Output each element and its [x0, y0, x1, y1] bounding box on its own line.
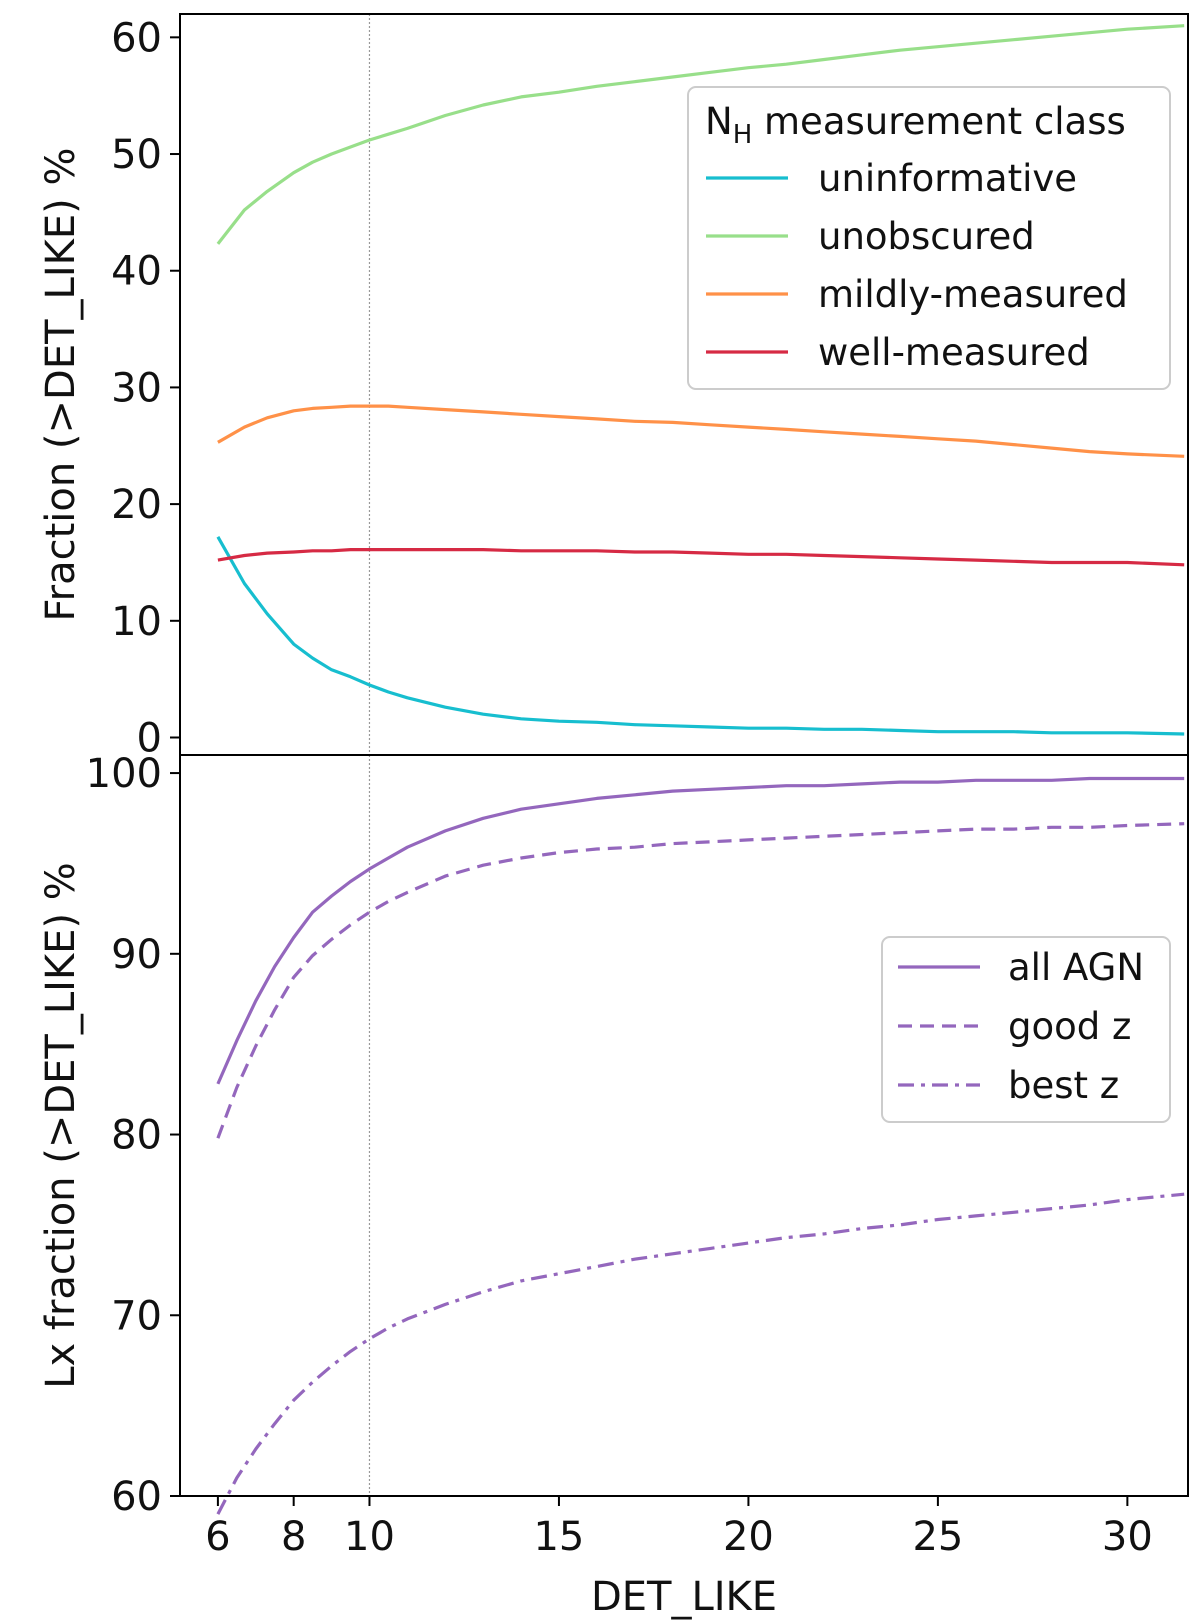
bottom-series-best-z: [216, 1192, 1185, 1515]
bottom-ytick-label: 70: [111, 1293, 162, 1339]
bottom-legend: all AGN good z best z: [881, 936, 1171, 1123]
bottom-ytick-label: 80: [111, 1113, 162, 1159]
bottom-legend-box: [881, 936, 1171, 1123]
bottom-xtick-label: 15: [533, 1514, 584, 1560]
bottom-legend-label-best-z: best z: [1008, 1064, 1119, 1107]
bottom-axes-frame: [179, 754, 1189, 1497]
bottom-series-all-agn: [216, 776, 1185, 1085]
bottom-ylabel: Lx fraction (>DET_LIKE) %: [38, 862, 84, 1389]
bottom-xlabel: DET_LIKE: [591, 1574, 777, 1620]
bottom-xtick-label: 8: [281, 1514, 306, 1560]
top-legend: NH measurement class uninformative unobscu…: [687, 86, 1171, 390]
top-ytick-label: 40: [111, 249, 162, 295]
bottom-xtick-label: 6: [205, 1514, 230, 1560]
bottom-xtick-label: 20: [723, 1514, 774, 1560]
top-ytick-label: 30: [111, 365, 162, 411]
bottom-legend-label-good-z: good z: [1008, 1005, 1131, 1048]
top-legend-label-unobscured: unobscured: [818, 215, 1035, 258]
top-ytick-label: 20: [111, 482, 162, 528]
bottom-series-good-z: [216, 822, 1185, 1139]
top-series-mildly-measured: [217, 404, 1185, 458]
bottom-xtick-label: 25: [912, 1514, 963, 1560]
top-legend-title: NH measurement class: [705, 100, 1126, 150]
top-ytick-label: 50: [111, 132, 162, 178]
top-legend-label-uninformative: uninformative: [818, 157, 1077, 200]
top-ylabel: Fraction (>DET_LIKE) %: [38, 148, 84, 622]
bottom-legend-label-all-agn: all AGN: [1008, 946, 1144, 989]
top-legend-label-mildly-measured: mildly-measured: [818, 273, 1128, 316]
top-panel: 0 10 20 30 40 50 60 Fraction (>DET_LIKE) % NH me…: [38, 13, 1189, 761]
top-series-well-measured: [217, 547, 1185, 567]
top-series-unobscured: [216, 24, 1185, 245]
top-series-uninformative: [216, 536, 1185, 736]
top-legend-label-well-measured: well-measured: [818, 331, 1090, 374]
bottom-xtick-label: 30: [1102, 1514, 1153, 1560]
bottom-ytick-label: 60: [111, 1474, 162, 1520]
bottom-panel: 60 70 80 90 100 6 8 10 15 20 25 30 Lx fraction (>DET…: [38, 751, 1189, 1620]
top-ytick-label: 60: [111, 15, 162, 61]
top-ytick-label: 10: [111, 599, 162, 645]
top-legend-box: [687, 86, 1171, 390]
top-ytick-label: 0: [137, 715, 162, 761]
bottom-ytick-label: 90: [111, 932, 162, 978]
bottom-ytick-label: 100: [86, 751, 162, 797]
bottom-xtick-label: 10: [344, 1514, 395, 1560]
